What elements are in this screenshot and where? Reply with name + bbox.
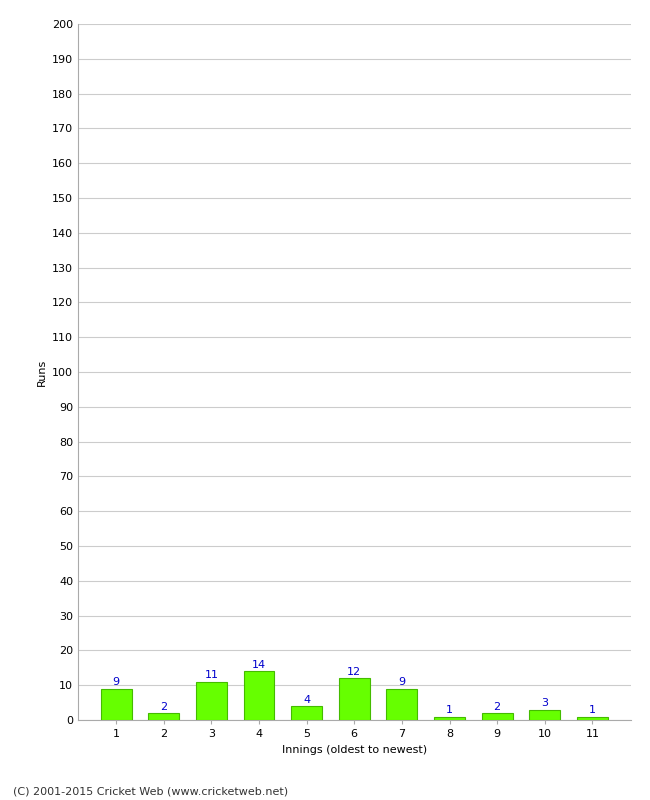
Text: 1: 1: [446, 705, 453, 715]
Bar: [386, 689, 417, 720]
Text: 9: 9: [398, 678, 406, 687]
Text: 12: 12: [347, 667, 361, 677]
Text: 14: 14: [252, 660, 266, 670]
Y-axis label: Runs: Runs: [36, 358, 46, 386]
Text: (C) 2001-2015 Cricket Web (www.cricketweb.net): (C) 2001-2015 Cricket Web (www.cricketwe…: [13, 786, 288, 796]
Bar: [291, 706, 322, 720]
Bar: [148, 713, 179, 720]
Bar: [482, 713, 513, 720]
Bar: [577, 717, 608, 720]
Text: 1: 1: [589, 705, 596, 715]
Text: 3: 3: [541, 698, 548, 708]
Bar: [339, 678, 370, 720]
Text: 9: 9: [112, 678, 120, 687]
X-axis label: Innings (oldest to newest): Innings (oldest to newest): [281, 745, 427, 754]
Text: 11: 11: [204, 670, 218, 680]
Bar: [529, 710, 560, 720]
Bar: [434, 717, 465, 720]
Bar: [101, 689, 131, 720]
Bar: [196, 682, 227, 720]
Bar: [244, 671, 274, 720]
Text: 2: 2: [493, 702, 501, 712]
Text: 2: 2: [160, 702, 167, 712]
Text: 4: 4: [303, 694, 310, 705]
